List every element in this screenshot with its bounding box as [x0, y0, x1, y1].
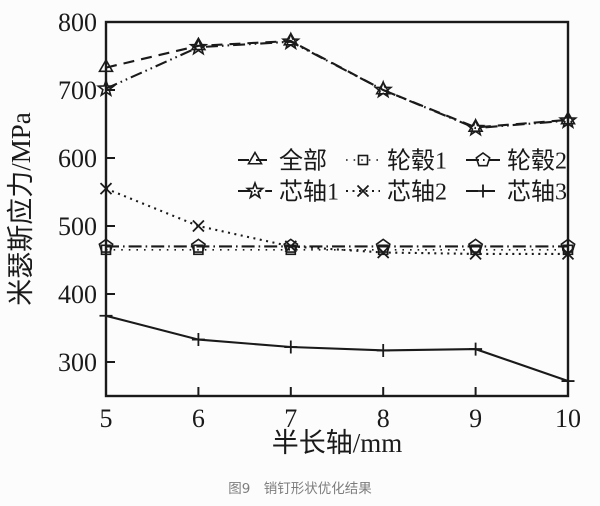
x-tick-label: 10 — [555, 404, 581, 433]
legend-label-hub2: 轮毂2 — [507, 148, 567, 175]
x-tick-label: 7 — [284, 404, 297, 433]
x-tick-label: 6 — [192, 404, 205, 433]
y-tick-label: 700 — [58, 76, 97, 105]
legend-label-all: 全部 — [279, 148, 327, 175]
figure-caption: 图9 销钉形状优化结果 — [228, 481, 372, 497]
legend-label-mandrel3: 芯轴3 — [507, 179, 567, 206]
legend-item-all: 全部 — [238, 148, 327, 175]
series-mandrel3 — [99, 309, 575, 388]
x-tick-label: 5 — [100, 404, 113, 433]
axis-ticks: 5 6 7 8 9 10 300 400 500 600 700 800 — [58, 8, 581, 433]
legend-label-mandrel2: 芯轴2 — [387, 179, 447, 206]
series-mandrel2 — [99, 182, 575, 261]
y-tick-label: 400 — [58, 280, 97, 309]
plot-frame — [104, 20, 570, 398]
legend-item-mandrel1: 芯轴1 — [238, 179, 339, 206]
x-axis-title: 半长轴/mm — [272, 428, 403, 458]
y-tick-label: 300 — [58, 348, 97, 377]
legend-item-mandrel2: 芯轴2 — [346, 179, 447, 206]
y-tick-label: 800 — [58, 8, 97, 37]
legend-item-hub2: 轮毂2 — [466, 148, 567, 175]
series-mandrel1 — [96, 31, 578, 137]
y-axis-title: 米瑟斯应力/MPa — [6, 112, 36, 306]
series-all — [98, 31, 576, 132]
x-tick-label: 8 — [377, 404, 390, 433]
legend-label-mandrel1: 芯轴1 — [279, 179, 339, 206]
y-tick-label: 500 — [58, 212, 97, 241]
legend-item-hub1: 轮毂1 — [346, 148, 447, 175]
x-tick-label: 9 — [469, 404, 482, 433]
series-hub2 — [98, 238, 576, 253]
legend-item-mandrel3: 芯轴3 — [466, 179, 567, 206]
y-tick-label: 600 — [58, 144, 97, 173]
chart-svg: 5 6 7 8 9 10 300 400 500 600 700 800 半长轴/mm 米瑟斯应力/MPa… — [6, 8, 581, 458]
legend: 全部 轮毂1 轮毂2 芯轴1 芯轴2 芯轴3 — [238, 148, 567, 206]
legend-label-hub1: 轮毂1 — [387, 148, 447, 175]
